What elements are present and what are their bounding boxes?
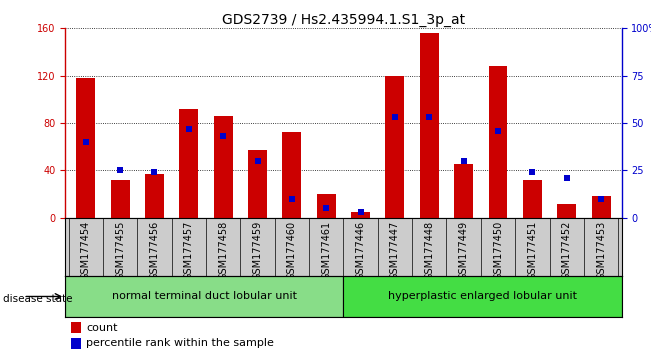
Bar xyxy=(385,76,404,218)
Point xyxy=(493,128,503,133)
Text: GSM177456: GSM177456 xyxy=(150,221,159,280)
Point xyxy=(149,170,159,175)
Text: GSM177452: GSM177452 xyxy=(562,221,572,280)
Title: GDS2739 / Hs2.435994.1.S1_3p_at: GDS2739 / Hs2.435994.1.S1_3p_at xyxy=(222,13,465,27)
Bar xyxy=(283,132,301,218)
Point xyxy=(527,170,538,175)
Bar xyxy=(592,196,611,218)
Bar xyxy=(420,33,439,218)
Text: GSM177448: GSM177448 xyxy=(424,221,434,280)
Text: count: count xyxy=(86,322,118,332)
Bar xyxy=(71,322,81,333)
Bar xyxy=(351,212,370,218)
Bar xyxy=(454,165,473,218)
Bar xyxy=(71,338,81,349)
Text: normal terminal duct lobular unit: normal terminal duct lobular unit xyxy=(112,291,297,302)
Text: GSM177447: GSM177447 xyxy=(390,221,400,280)
Text: GSM177450: GSM177450 xyxy=(493,221,503,280)
Point xyxy=(596,196,606,202)
Point xyxy=(81,139,91,145)
Point xyxy=(218,133,229,139)
Bar xyxy=(111,180,130,218)
Bar xyxy=(344,276,622,317)
Text: GSM177455: GSM177455 xyxy=(115,221,125,280)
Text: GSM177458: GSM177458 xyxy=(218,221,228,280)
Point xyxy=(355,209,366,215)
Text: GSM177454: GSM177454 xyxy=(81,221,90,280)
Point xyxy=(115,167,125,173)
Point xyxy=(390,114,400,120)
Bar xyxy=(317,194,336,218)
Text: GSM177461: GSM177461 xyxy=(321,221,331,280)
Text: disease state: disease state xyxy=(3,294,73,304)
Bar xyxy=(214,116,232,218)
Bar xyxy=(179,109,199,218)
Text: percentile rank within the sample: percentile rank within the sample xyxy=(86,338,274,348)
Text: GSM177453: GSM177453 xyxy=(596,221,606,280)
Bar xyxy=(248,150,267,218)
Point xyxy=(458,158,469,164)
Bar xyxy=(145,174,164,218)
Bar xyxy=(523,180,542,218)
Point xyxy=(562,175,572,181)
Text: GSM177446: GSM177446 xyxy=(355,221,366,280)
Point xyxy=(424,114,434,120)
Text: GSM177460: GSM177460 xyxy=(287,221,297,280)
Point xyxy=(286,196,297,202)
Text: GSM177459: GSM177459 xyxy=(253,221,262,280)
Text: GSM177457: GSM177457 xyxy=(184,221,194,280)
Bar xyxy=(65,276,344,317)
Text: GSM177451: GSM177451 xyxy=(527,221,537,280)
Bar xyxy=(557,204,576,218)
Bar xyxy=(488,66,508,218)
Point xyxy=(184,126,194,132)
Text: GSM177449: GSM177449 xyxy=(459,221,469,280)
Text: hyperplastic enlarged lobular unit: hyperplastic enlarged lobular unit xyxy=(388,291,577,302)
Bar xyxy=(76,78,95,218)
Point xyxy=(321,205,331,211)
Point xyxy=(253,158,263,164)
